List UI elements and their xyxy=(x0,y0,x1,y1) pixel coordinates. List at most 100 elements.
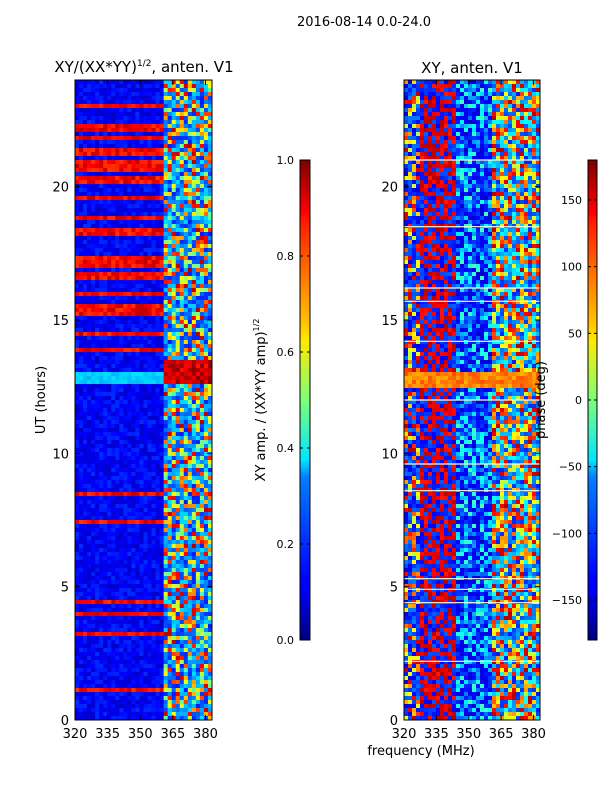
left-heatmap-cell xyxy=(183,148,189,153)
left-heatmap-cell xyxy=(199,396,205,401)
left-heatmap-cell xyxy=(83,468,88,473)
left-heatmap-cell xyxy=(119,472,124,477)
left-heatmap-cell xyxy=(139,160,145,165)
left-heatmap-cell xyxy=(131,512,137,517)
left-heatmap-cell xyxy=(111,412,116,417)
left-heatmap-cell xyxy=(131,204,137,209)
left-heatmap-cell xyxy=(127,636,133,641)
left-heatmap-cell xyxy=(139,396,145,401)
left-heatmap-cell xyxy=(75,436,80,441)
left-heatmap-cell xyxy=(191,492,197,497)
left-heatmap-cell xyxy=(127,136,133,141)
left-heatmap-cell xyxy=(95,612,100,617)
left-heatmap-cell xyxy=(79,640,84,645)
left-heatmap-cell xyxy=(99,536,104,541)
left-heatmap-cell xyxy=(103,580,108,585)
left-heatmap-cell xyxy=(131,236,137,241)
left-heatmap-cell xyxy=(183,484,189,489)
left-heatmap-cell xyxy=(107,588,112,593)
left-heatmap-cell xyxy=(131,248,137,253)
left-heatmap-cell xyxy=(183,552,189,557)
left-heatmap-cell xyxy=(75,664,80,669)
left-heatmap-cell xyxy=(179,184,185,189)
left-heatmap-cell xyxy=(103,148,108,153)
left-heatmap-cell xyxy=(139,508,145,513)
left-heatmap-cell xyxy=(111,108,116,113)
left-heatmap-cell xyxy=(159,660,165,665)
left-heatmap-cell xyxy=(171,380,177,385)
left-heatmap-cell xyxy=(119,428,124,433)
left-heatmap-cell xyxy=(83,632,88,637)
left-heatmap-cell xyxy=(155,84,161,89)
left-heatmap-cell xyxy=(175,584,181,589)
left-heatmap-cell xyxy=(95,396,100,401)
left-heatmap-cell xyxy=(163,448,169,453)
left-heatmap-cell xyxy=(191,284,197,289)
left-heatmap-cell xyxy=(91,608,96,613)
left-heatmap-cell xyxy=(179,80,185,85)
left-heatmap-cell xyxy=(195,144,201,149)
left-heatmap-cell xyxy=(155,284,161,289)
left-heatmap-cell xyxy=(91,360,96,365)
left-heatmap-cell xyxy=(99,156,104,161)
left-heatmap-cell xyxy=(183,592,189,597)
left-heatmap-cell xyxy=(163,224,169,229)
left-heatmap-cell xyxy=(123,508,128,513)
left-heatmap-cell xyxy=(167,424,173,429)
left-heatmap-cell xyxy=(171,360,177,365)
left-heatmap-cell xyxy=(187,636,193,641)
left-heatmap-cell xyxy=(147,520,153,525)
left-heatmap-cell xyxy=(187,132,193,137)
left-heatmap-cell xyxy=(75,136,80,141)
left-heatmap-cell xyxy=(131,376,137,381)
left-heatmap-cell xyxy=(119,560,124,565)
left-heatmap-cell xyxy=(199,564,205,569)
left-heatmap-cell xyxy=(183,360,189,365)
left-heatmap-cell xyxy=(83,608,88,613)
left-heatmap-cell xyxy=(163,228,169,233)
left-heatmap-cell xyxy=(95,308,100,313)
left-heatmap-cell xyxy=(203,196,209,201)
left-heatmap-cell xyxy=(155,660,161,665)
left-heatmap-cell xyxy=(99,456,104,461)
left-heatmap-cell xyxy=(147,260,153,265)
left-heatmap-cell xyxy=(175,448,181,453)
left-heatmap-cell xyxy=(187,256,193,261)
left-heatmap-cell xyxy=(123,220,128,225)
left-heatmap-cell xyxy=(191,472,197,477)
left-heatmap-cell xyxy=(131,300,137,305)
left-heatmap-cell xyxy=(87,308,92,313)
left-heatmap-cell xyxy=(115,660,120,665)
left-heatmap-cell xyxy=(99,320,104,325)
left-heatmap-cell xyxy=(79,496,84,501)
left-heatmap-cell xyxy=(147,272,153,277)
left-heatmap-cell xyxy=(143,232,149,237)
left-heatmap-cell xyxy=(75,204,80,209)
left-heatmap-cell xyxy=(179,316,185,321)
left-heatmap-cell xyxy=(115,260,120,265)
left-heatmap-cell xyxy=(203,656,209,661)
left-heatmap-cell xyxy=(199,568,205,573)
left-heatmap-cell xyxy=(115,112,120,117)
left-heatmap-cell xyxy=(179,208,185,213)
left-heatmap-cell xyxy=(195,152,201,157)
left-heatmap-cell xyxy=(91,344,96,349)
left-heatmap-cell xyxy=(115,208,120,213)
left-heatmap-cell xyxy=(155,612,161,617)
left-heatmap-cell xyxy=(199,556,205,561)
left-heatmap-cell xyxy=(131,148,137,153)
left-heatmap-cell xyxy=(179,600,185,605)
left-heatmap-cell xyxy=(123,244,128,249)
left-heatmap-cell xyxy=(191,580,197,585)
left-heatmap-cell xyxy=(155,556,161,561)
left-heatmap-cell xyxy=(115,164,120,169)
left-heatmap-cell xyxy=(103,600,108,605)
left-heatmap-cell xyxy=(163,528,169,533)
left-heatmap-cell xyxy=(139,268,145,273)
left-heatmap-cell xyxy=(187,180,193,185)
left-heatmap-cell xyxy=(207,268,212,273)
left-heatmap-cell xyxy=(111,344,116,349)
left-heatmap-cell xyxy=(91,288,96,293)
left-heatmap-cell xyxy=(143,484,149,489)
left-heatmap-cell xyxy=(87,280,92,285)
